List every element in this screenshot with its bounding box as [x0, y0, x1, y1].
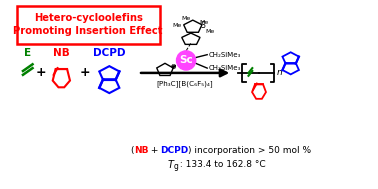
Text: g: g [174, 163, 178, 171]
Text: $T$: $T$ [167, 158, 175, 170]
Text: n: n [276, 68, 282, 77]
Text: Promoting Insertion Effect: Promoting Insertion Effect [14, 26, 163, 36]
Text: NB: NB [134, 146, 148, 155]
Text: +: + [80, 66, 91, 79]
Text: : 133.4 to 162.8 °C: : 133.4 to 162.8 °C [177, 160, 266, 169]
Text: DCPD: DCPD [93, 48, 125, 58]
Text: Hetero-cycloolefins: Hetero-cycloolefins [34, 13, 143, 23]
Text: NB: NB [53, 48, 70, 58]
Text: Me: Me [181, 16, 191, 21]
Text: (: ( [130, 146, 134, 155]
Text: Me: Me [173, 23, 182, 28]
FancyBboxPatch shape [17, 6, 160, 44]
Text: DCPD: DCPD [160, 146, 189, 155]
Circle shape [177, 51, 196, 70]
Text: [Ph₃C][B(C₆F₅)₄]: [Ph₃C][B(C₆F₅)₄] [157, 80, 214, 87]
Text: CH₂SiMe₃: CH₂SiMe₃ [208, 52, 240, 58]
Text: Sc: Sc [179, 55, 193, 65]
Text: Me: Me [206, 29, 215, 34]
Text: ) incorporation > 50 mol %: ) incorporation > 50 mol % [187, 146, 311, 155]
Text: Me: Me [200, 19, 209, 25]
Text: +: + [36, 66, 46, 79]
Text: O: O [170, 64, 176, 70]
Text: +: + [148, 146, 161, 155]
Text: CH₂SiMe₃: CH₂SiMe₃ [208, 65, 240, 71]
Text: S: S [200, 21, 205, 30]
Text: E: E [24, 48, 31, 58]
